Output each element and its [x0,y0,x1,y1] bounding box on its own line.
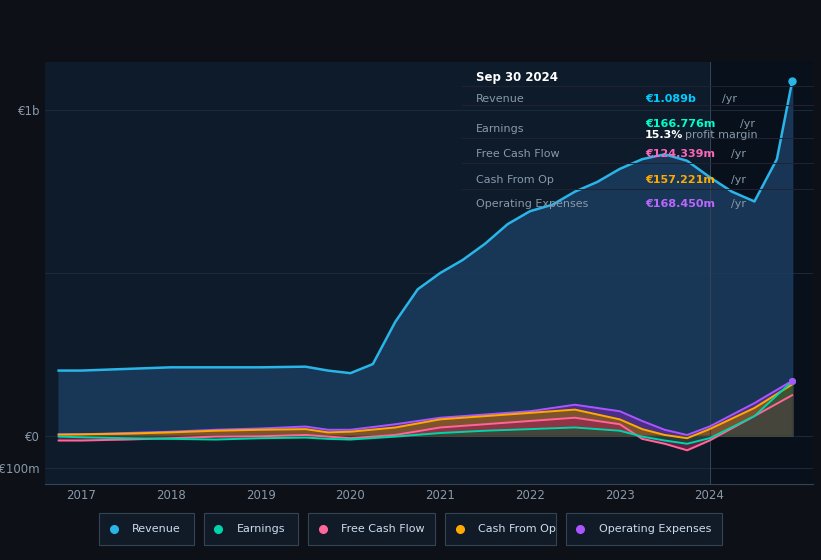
Text: Sep 30 2024: Sep 30 2024 [476,71,558,85]
Text: /yr: /yr [740,119,754,129]
FancyBboxPatch shape [566,513,722,545]
Text: €1.089b: €1.089b [645,94,696,104]
Text: /yr: /yr [731,175,746,185]
Text: Free Cash Flow: Free Cash Flow [341,524,424,534]
Text: Cash From Op: Cash From Op [478,524,556,534]
Text: Revenue: Revenue [476,94,525,104]
Text: €166.776m: €166.776m [645,119,715,129]
Text: Operating Expenses: Operating Expenses [599,524,711,534]
Text: Earnings: Earnings [236,524,285,534]
Text: 15.3%: 15.3% [645,130,683,140]
Text: Free Cash Flow: Free Cash Flow [476,149,560,159]
Text: €124.339m: €124.339m [645,149,715,159]
FancyBboxPatch shape [99,513,194,545]
FancyBboxPatch shape [308,513,435,545]
Text: Revenue: Revenue [132,524,181,534]
FancyBboxPatch shape [445,513,556,545]
Bar [709,62,817,484]
Text: Earnings: Earnings [476,124,525,133]
Text: €168.450m: €168.450m [645,199,715,209]
Text: /yr: /yr [731,149,746,159]
Text: €157.221m: €157.221m [645,175,715,185]
FancyBboxPatch shape [204,513,298,545]
Text: Cash From Op: Cash From Op [476,175,554,185]
Text: /yr: /yr [722,94,737,104]
Text: profit margin: profit margin [686,130,758,140]
Text: /yr: /yr [731,199,746,209]
Text: Operating Expenses: Operating Expenses [476,199,589,209]
